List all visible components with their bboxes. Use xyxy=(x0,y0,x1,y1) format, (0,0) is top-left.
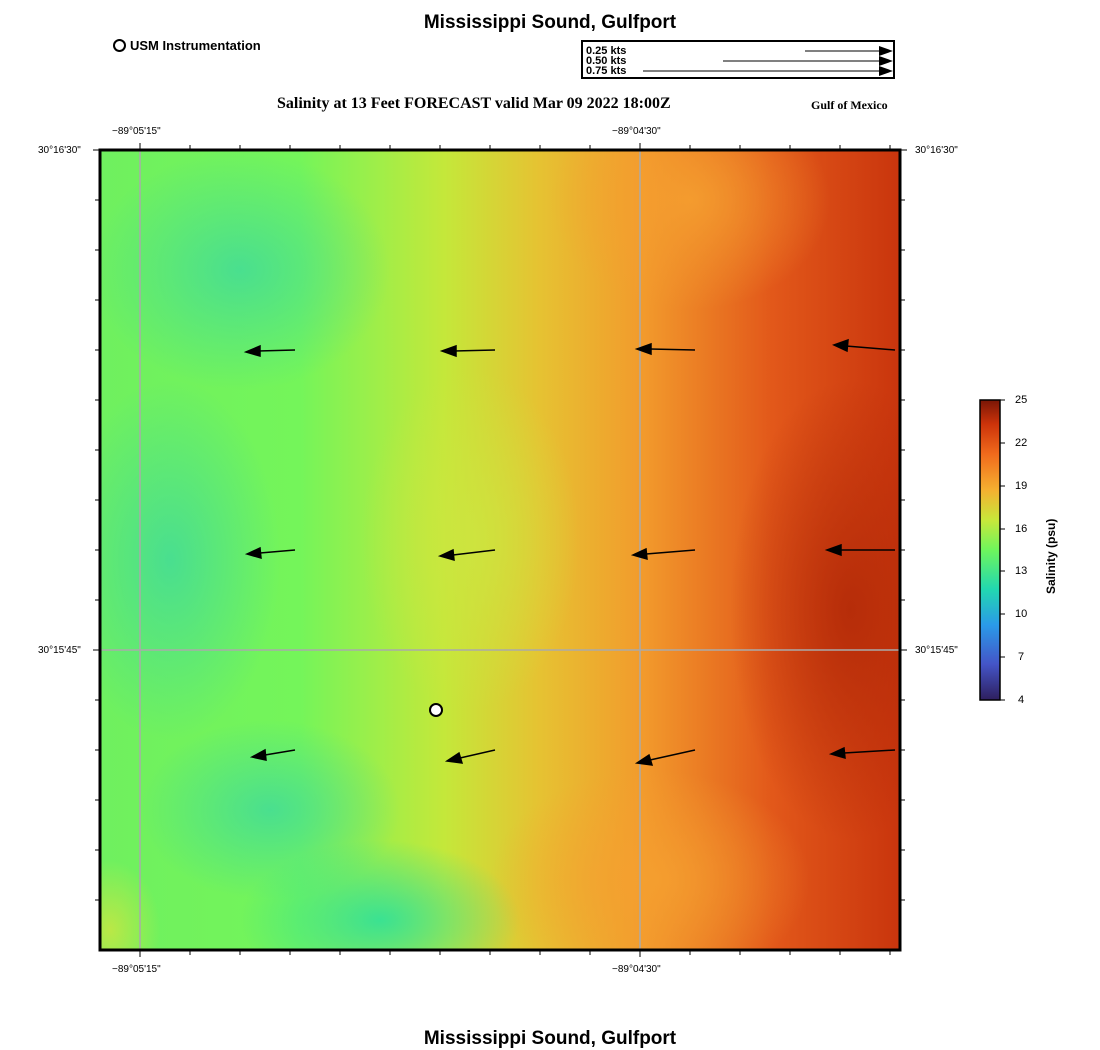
current-arrow xyxy=(249,748,296,761)
current-arrow xyxy=(824,543,895,557)
lon-tick-bottom-1: −89°05'15" xyxy=(112,964,161,975)
current-vectors xyxy=(243,338,896,766)
lon-tick-bottom-2: −89°04'30" xyxy=(612,964,661,975)
scale-label-025: 0.25 kts xyxy=(586,45,627,57)
colorbar-tick-25: 25 xyxy=(1015,394,1028,406)
colorbar-tick-22: 22 xyxy=(1015,437,1028,449)
footer-title: Mississippi Sound, Gulfport xyxy=(423,1028,677,1049)
station-legend: USM Instrumentation xyxy=(113,38,261,53)
colorbar-tick-4: 4 xyxy=(1018,694,1025,706)
lon-tick-top-1: −89°05'15" xyxy=(112,126,161,137)
current-arrow xyxy=(439,344,496,358)
lat-tick-right-1: 30°16'30" xyxy=(915,145,958,156)
lon-tick-top-2: −89°04'30" xyxy=(612,126,661,137)
current-arrow xyxy=(444,749,496,764)
current-arrow xyxy=(244,546,296,560)
current-arrow xyxy=(437,548,496,562)
colorbar-tick-16: 16 xyxy=(1015,523,1028,535)
current-arrow xyxy=(634,749,696,766)
region-label: Gulf of Mexico xyxy=(811,98,888,112)
usm-station-marker[interactable] xyxy=(429,703,443,717)
colorbar-title: Salinity (psu) xyxy=(1044,518,1058,594)
salinity-map[interactable] xyxy=(90,140,910,960)
map-title: Mississippi Sound, Gulfport xyxy=(423,12,677,33)
scale-label-075: 0.75 kts xyxy=(586,65,627,77)
station-legend-label: USM Instrumentation xyxy=(130,38,261,53)
lat-tick-left-1: 30°16'30" xyxy=(38,145,81,156)
colorbar-tick-7: 7 xyxy=(1018,651,1025,663)
salinity-colorbar xyxy=(979,399,1005,701)
map-subtitle: Salinity at 13 Feet FORECAST valid Mar 0… xyxy=(277,95,671,112)
current-scale-legend: 0.25 kts 0.50 kts 0.75 kts xyxy=(581,40,895,79)
colorbar-tick-19: 19 xyxy=(1015,480,1028,492)
salinity-field xyxy=(100,150,900,950)
station-marker-icon xyxy=(113,39,126,52)
current-arrow xyxy=(828,746,896,760)
scale-label-050: 0.50 kts xyxy=(586,55,627,67)
lat-tick-left-2: 30°15'45" xyxy=(38,645,81,656)
current-arrow xyxy=(634,342,696,356)
lat-tick-right-2: 30°15'45" xyxy=(915,645,958,656)
frame-ticks xyxy=(93,143,907,957)
graticule xyxy=(100,150,900,950)
current-arrow xyxy=(832,338,896,353)
current-arrow xyxy=(630,547,696,561)
colorbar-tick-10: 10 xyxy=(1015,608,1028,620)
current-arrow xyxy=(243,344,296,357)
colorbar-tick-13: 13 xyxy=(1015,565,1028,577)
scale-arrows xyxy=(643,46,893,76)
